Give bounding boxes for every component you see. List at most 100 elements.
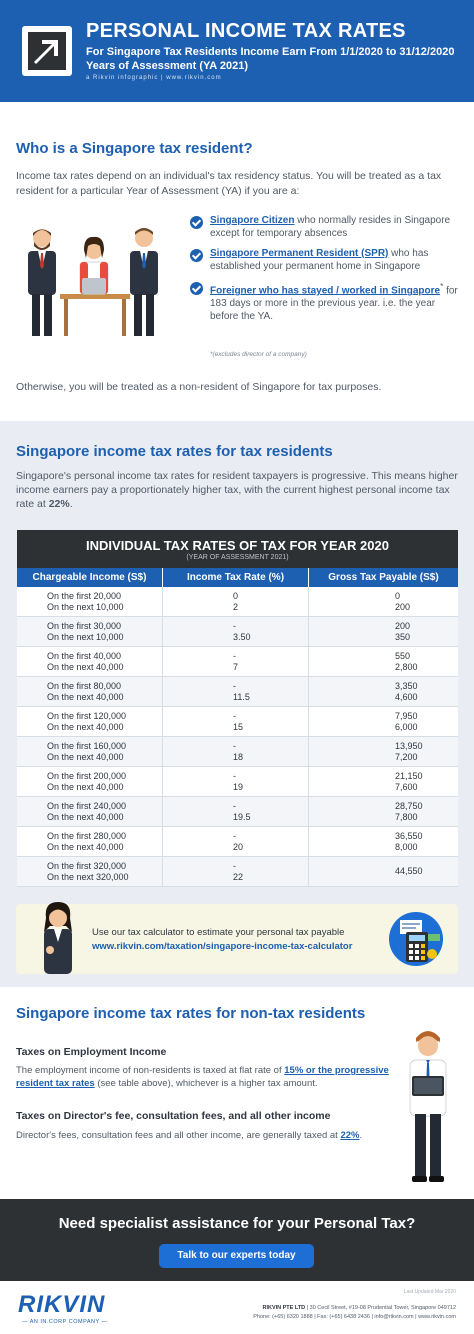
subtitle-line-2: Years of Assessment (YA 2021) [86,60,249,72]
checkmark-icon [190,249,203,262]
tax-cell: 0 200 [309,587,458,616]
rate-line: 15 [233,721,244,732]
income-line: On the first 80,000 [47,681,122,691]
woman-illustration [44,902,72,974]
rate-cell: -18 [163,737,309,766]
criteria-foreigner: Foreigner who has stayed / worked in Sin… [190,280,460,323]
rates-intro-end: . [69,498,73,510]
non-resident-note: Otherwise, you will be treated as a non-… [16,381,382,393]
table-row: On the first 320,000 On the next 320,000 … [17,857,458,887]
address-text: | 30 Cecil Street, #19-08 Prudential Tow… [305,1305,456,1311]
income-line: On the first 240,000 [47,801,127,811]
footer: RIKVIN — AN IN.CORP COMPANY — Last Updat… [0,1281,474,1334]
tax-calculator-banner: Use our tax calculator to estimate your … [16,902,458,974]
header-banner: PERSONAL INCOME TAX RATES For Singapore … [0,0,474,102]
rate-line: - [233,771,236,781]
tax-line: 7,800 [395,811,418,822]
resident-section-title: Who is a Singapore tax resident? [16,140,253,157]
rate-cell: -7 [163,647,309,676]
highest-rate: 22% [48,498,70,510]
tax-line: 13,950 [395,741,423,751]
cta-title: Need specialist assistance for your Pers… [58,1215,416,1232]
page-subtitle: For Singapore Tax Residents Income Earn … [86,45,466,73]
director-text-end: . [359,1130,363,1141]
tax-line: 0 [395,591,401,601]
rate-line: - [233,831,236,841]
criteria-foreigner-text: for 183 days or more in the previous yea… [210,285,458,323]
tax-cell: 7,950 6,000 [309,707,458,736]
resident-tax-rates-link[interactable]: 15% or the progressive resident tax rate… [16,1065,389,1089]
footnote: *(excludes director of a company) [210,351,307,358]
table-row: On the first 120,000 On the next 40,000 -… [17,707,458,737]
income-line: On the first 20,000 [47,591,122,601]
employment-income-text: The employment income of non-residents i… [16,1064,400,1090]
tax-line: 2,800 [395,661,418,672]
subtitle-line-1: For Singapore Tax Residents Income Earn … [86,46,455,58]
table-row: On the first 80,000 On the next 40,000 -1… [17,677,458,707]
rikvin-logo[interactable]: RIKVIN [18,1291,106,1318]
criteria-spr: Singapore Permanent Resident (SPR) who h… [190,247,460,273]
rates-section-title: Singapore income tax rates for tax resid… [16,443,333,460]
rate-line: - [233,711,236,721]
tax-cell: 28,750 7,800 [309,797,458,826]
rate-line: - [233,651,236,661]
tax-cell: 44,550 [309,857,458,886]
rate-line: 22 [233,871,244,882]
income-line: On the first 30,000 [47,621,122,631]
criteria-citizen: Singapore Citizen who normally resides i… [190,214,460,240]
rate-line: 0 [233,591,239,601]
income-line: On the next 40,000 [47,811,124,822]
table-row: On the first 160,000 On the next 40,000 -… [17,737,458,767]
tax-cell: 3,350 4,600 [309,677,458,706]
employment-income-heading: Taxes on Employment Income [16,1046,167,1058]
rate-line: - [233,621,236,631]
footnote-mark: * [440,281,444,291]
director-rate-link[interactable]: 22% [340,1130,360,1141]
tax-line: 4,600 [395,691,418,702]
rate-cell: -19.5 [163,797,309,826]
tax-cell: 550 2,800 [309,647,458,676]
footer-tagline: — AN IN.CORP COMPANY — [22,1319,108,1325]
income-line: On the next 320,000 [47,871,129,882]
rate-line: 19.5 [233,811,251,822]
income-line: On the next 40,000 [47,841,124,852]
table-row: On the first 280,000 On the next 40,000 -… [17,827,458,857]
rate-cell: -20 [163,827,309,856]
calculator-link[interactable]: www.rikvin.com/taxation/singapore-income… [92,941,353,952]
rate-line: 11.5 [233,691,250,702]
employment-text-start: The employment income of non-residents i… [16,1065,285,1076]
income-cell: On the first 280,000 On the next 40,000 [17,827,163,856]
tax-line: 550 [395,651,411,661]
column-gross-tax-payable: Gross Tax Payable (S$) [328,572,439,583]
tax-cell: 21,150 7,600 [309,767,458,796]
talk-to-experts-button[interactable]: Talk to our experts today [159,1244,314,1268]
table-row: On the first 240,000 On the next 40,000 -… [17,797,458,827]
income-cell: On the first 30,000 On the next 10,000 [17,617,163,646]
column-income-tax-rate: Income Tax Rate (%) [163,568,309,587]
tax-line: 6,000 [395,721,418,732]
table-title: INDIVIDUAL TAX RATES OF TAX FOR YEAR 202… [86,538,389,553]
rate-line: - [233,741,236,751]
rate-cell: -11.5 [163,677,309,706]
rate-line: 20 [233,841,244,852]
checkmark-icon [190,282,203,295]
income-cell: On the first 120,000 On the next 40,000 [17,707,163,736]
income-line: On the first 40,000 [47,651,122,661]
table-subtitle: (YEAR OF ASSESSMENT 2021) [186,554,289,561]
tax-line: 28,750 [395,801,423,811]
tax-line: 7,200 [395,751,418,762]
criteria-citizen-text: who normally resides in Singapore except… [210,215,451,239]
income-line: On the first 200,000 [47,771,127,781]
table-column-headers: Chargeable Income (S$) Income Tax Rate (… [17,568,458,587]
tax-line: 200 [395,601,411,612]
resident-intro: Income tax rates depend on an individual… [16,170,442,197]
rate-line: - [233,681,236,691]
table-row: On the first 200,000 On the next 40,000 -… [17,767,458,797]
income-cell: On the first 160,000 On the next 40,000 [17,737,163,766]
rate-line: 18 [233,751,244,762]
rate-line: 7 [233,661,239,672]
header-credit: a Rikvin infographic | www.rikvin.com [86,75,222,81]
nonresident-section-title: Singapore income tax rates for non-tax r… [16,1005,366,1022]
tax-cell: 36,550 8,000 [309,827,458,856]
